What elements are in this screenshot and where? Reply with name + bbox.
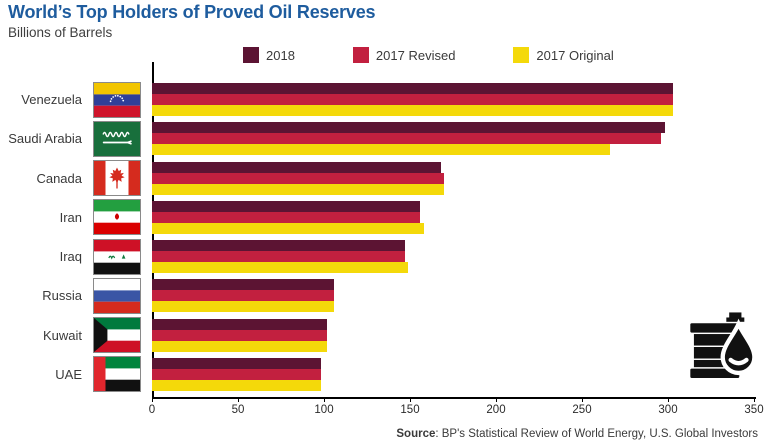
bar-group — [152, 161, 445, 195]
flag-iraq — [93, 238, 141, 275]
legend-swatch — [243, 47, 259, 63]
bar-group — [152, 279, 335, 313]
legend-swatch — [352, 47, 369, 63]
oil-barrel-icon — [686, 311, 758, 391]
legend-item-2017-original: 2017 Original — [513, 47, 614, 63]
bar-2017-original-saudi-arabia — [152, 144, 610, 156]
x-tick-label: 50 — [231, 404, 245, 416]
bar-2018-venezuela — [152, 83, 674, 94]
source-label: Source — [396, 428, 436, 440]
source-line: Source: BP's Statistical Review of World… — [396, 428, 758, 440]
flag-wrap — [82, 199, 152, 236]
bar-2017-revised-saudi-arabia — [152, 133, 662, 145]
bar-2018-uae — [152, 357, 321, 369]
country-row-kuwait: Kuwait — [0, 317, 754, 353]
legend-label: 2017 Revised — [375, 47, 456, 63]
bar-2018-iraq — [152, 240, 405, 251]
country-label: Iran — [59, 209, 82, 225]
flag-wrap — [82, 317, 152, 353]
x-tick-label: 250 — [572, 404, 592, 416]
flag-uae — [93, 356, 141, 393]
bar-rows: Venezuela Saudi Arabia Canada Iran Iraq Russi… — [0, 81, 754, 397]
country-label: Saudi Arabia — [8, 131, 82, 147]
bar-group — [152, 122, 665, 156]
bar-group — [152, 240, 409, 273]
country-label: Russia — [42, 288, 82, 304]
x-tick-mark — [152, 397, 153, 402]
bar-2017-revised-russia — [152, 290, 335, 302]
flag-wrap — [82, 277, 152, 314]
flag-wrap — [82, 356, 152, 393]
bar-2017-original-uae — [152, 379, 321, 391]
x-tick-label: 100 — [314, 404, 334, 416]
bar-2017-original-canada — [152, 183, 445, 195]
legend-swatch — [513, 47, 530, 63]
bar-2017-original-venezuela — [152, 105, 674, 116]
x-tick-label: 0 — [148, 404, 156, 416]
flag-russia — [93, 277, 141, 314]
source-text: : BP's Statistical Review of World Energ… — [435, 428, 758, 440]
bar-2018-iran — [152, 200, 421, 212]
flag-venezuela — [93, 81, 141, 118]
x-tick-mark — [668, 397, 669, 402]
flag-wrap — [82, 160, 152, 196]
bar-2017-original-kuwait — [152, 340, 328, 352]
country-row-iran: Iran — [0, 199, 754, 236]
x-tick-mark — [410, 397, 411, 402]
bar-2017-revised-iran — [152, 211, 421, 223]
country-row-canada: Canada — [0, 160, 754, 196]
bar-2017-revised-uae — [152, 368, 321, 380]
flag-wrap — [82, 238, 152, 275]
country-label: Kuwait — [42, 327, 82, 343]
flag-iran — [93, 199, 141, 236]
country-label: UAE — [55, 366, 82, 382]
bar-2017-revised-iraq — [152, 251, 405, 262]
bar-group — [152, 83, 674, 116]
bar-group — [152, 318, 328, 352]
country-label: Canada — [36, 170, 82, 186]
page-title: World’s Top Holders of Proved Oil Reserv… — [8, 2, 376, 22]
bar-group — [152, 357, 321, 391]
country-label: Venezuela — [21, 92, 82, 107]
bar-2017-revised-venezuela — [152, 94, 674, 105]
legend-label: 2017 Original — [536, 47, 614, 63]
flag-saudi-arabia — [93, 120, 141, 157]
x-tick-mark — [754, 397, 755, 402]
x-tick-mark — [496, 397, 497, 402]
legend-item-2017-revised: 2017 Revised — [352, 47, 456, 63]
x-tick-label: 350 — [744, 404, 764, 416]
chart-units-subtitle: Billions of Barrels — [8, 25, 113, 40]
bar-2017-original-russia — [152, 301, 335, 313]
country-row-saudi-arabia: Saudi Arabia — [0, 120, 754, 157]
bar-2018-kuwait — [152, 318, 328, 330]
bar-2017-original-iraq — [152, 262, 409, 273]
country-row-venezuela: Venezuela — [0, 81, 754, 118]
flag-wrap — [82, 81, 152, 118]
country-label: Iraq — [59, 249, 82, 264]
bar-2018-canada — [152, 161, 441, 173]
x-tick-label: 150 — [400, 404, 420, 416]
flag-canada — [93, 160, 141, 196]
flag-kuwait — [93, 317, 141, 353]
x-axis: 0 50 100 150 200 250 300 350 — [148, 397, 764, 427]
legend-label: 2018 — [266, 47, 295, 63]
bar-2017-original-iran — [152, 222, 424, 234]
legend-item-2018: 2018 — [243, 47, 295, 63]
bar-2017-revised-canada — [152, 172, 445, 184]
x-tick-label: 300 — [658, 404, 678, 416]
country-row-iraq: Iraq — [0, 238, 754, 275]
bar-2017-revised-kuwait — [152, 329, 328, 341]
x-tick-mark — [582, 397, 583, 402]
x-tick-mark — [238, 397, 239, 402]
bar-group — [152, 200, 424, 234]
country-row-uae: UAE — [0, 356, 754, 393]
legend: 2018 2017 Revised 2017 Original — [243, 47, 614, 63]
bar-2018-saudi-arabia — [152, 122, 665, 134]
flag-wrap — [82, 120, 152, 157]
bar-2018-russia — [152, 279, 335, 291]
x-tick-mark — [324, 397, 325, 402]
x-tick-label: 200 — [486, 404, 506, 416]
country-row-russia: Russia — [0, 277, 754, 314]
